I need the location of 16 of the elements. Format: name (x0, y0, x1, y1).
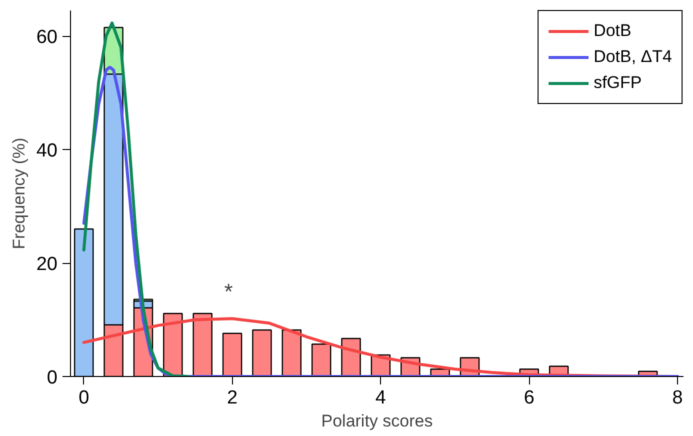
legend-label: sfGFP (594, 73, 642, 93)
annotation: * (224, 279, 234, 304)
y-tick-label: 0 (46, 368, 58, 388)
legend-label: DotB (594, 21, 632, 41)
line-series (82, 21, 190, 376)
y-tick-label: 20 (36, 254, 58, 276)
y-axis-title: Frequency (%) (9, 138, 28, 250)
y-tick-label: 40 (36, 140, 58, 162)
x-tick-label: 4 (375, 388, 386, 408)
x-tick-label: 6 (524, 388, 534, 408)
x-axis-title: Polarity scores (321, 412, 433, 430)
x-tick-label: 0 (78, 388, 90, 408)
legend-label: DotB, ΔT4 (594, 47, 672, 67)
x-tick-label: 2 (227, 388, 238, 408)
x-tick-label: 8 (672, 388, 683, 408)
y-tick-label: 60 (36, 27, 58, 48)
